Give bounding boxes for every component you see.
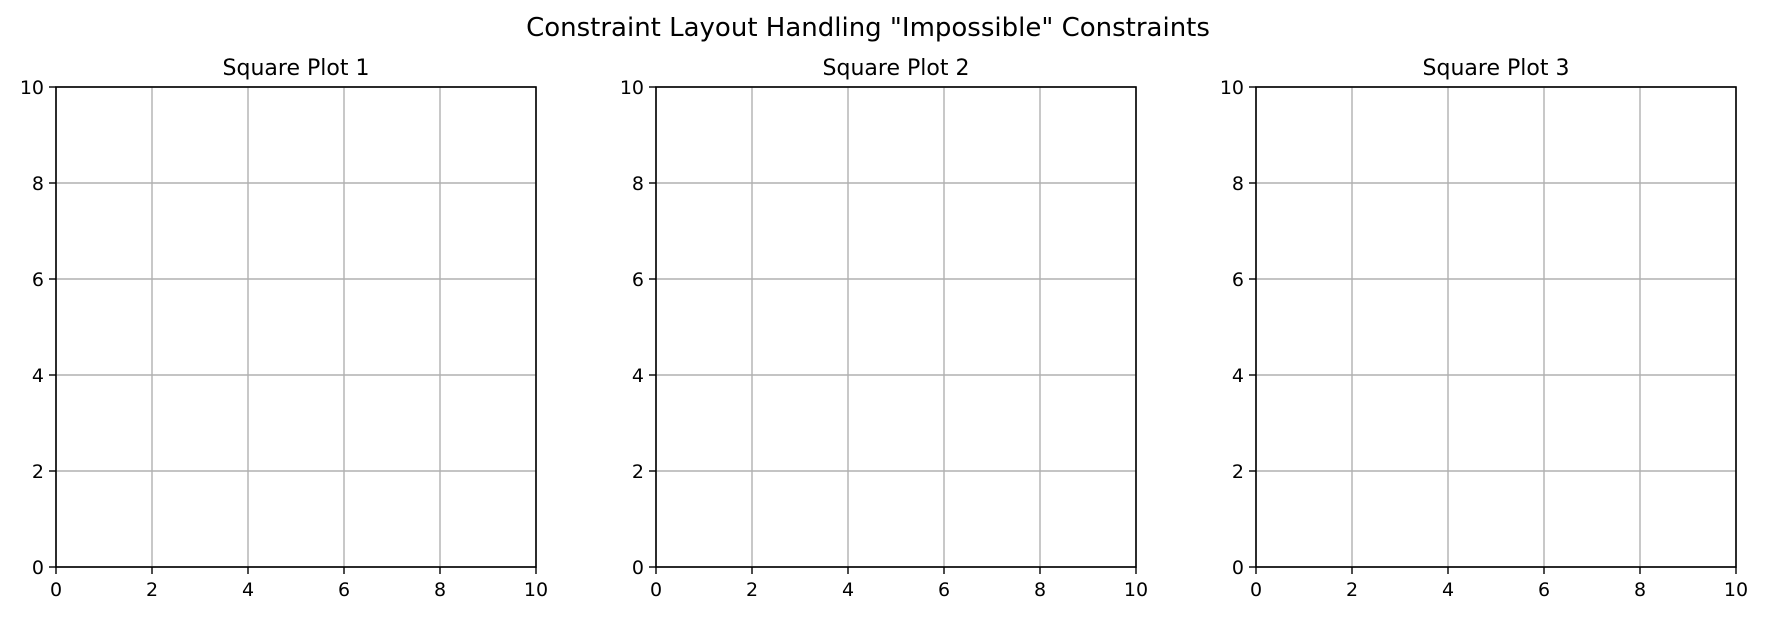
plot-area (656, 87, 1136, 567)
subplot-2: 0 2 4 6 8 10 0 2 4 6 8 10 Square Plot 2 (620, 56, 1148, 601)
x-tick-label: 8 (1034, 579, 1046, 601)
x-tick-label: 6 (1538, 579, 1550, 601)
x-tick-label: 4 (842, 579, 854, 601)
y-tick-label: 2 (1232, 461, 1244, 483)
subplot-title: Square Plot 2 (823, 56, 970, 81)
y-tick-label: 6 (632, 269, 644, 291)
y-tick-label: 4 (32, 365, 44, 387)
x-tick-label: 4 (242, 579, 254, 601)
y-tick-label: 2 (32, 461, 44, 483)
y-tick-label: 8 (32, 173, 44, 195)
figure-suptitle: Constraint Layout Handling "Impossible" … (526, 13, 1210, 43)
y-tick-label: 6 (1232, 269, 1244, 291)
y-tick-label: 6 (32, 269, 44, 291)
y-tick-label: 0 (32, 557, 44, 579)
axes-frame (55, 86, 537, 568)
subplot-3: 0 2 4 6 8 10 0 2 4 6 8 10 Square Plot 3 (1220, 56, 1748, 601)
x-tick-label: 6 (338, 579, 350, 601)
y-tick-label: 2 (632, 461, 644, 483)
x-tick-label: 2 (1346, 579, 1358, 601)
axes-container: 0 2 4 6 8 10 0 2 4 6 8 10 Square Plot 1 0 2 4 6 8 10 0 2 4 6 8 1… (20, 56, 1748, 601)
y-tick-label: 0 (632, 557, 644, 579)
y-tick-label: 10 (20, 77, 44, 99)
x-tick-label: 0 (50, 579, 62, 601)
plot-area (56, 87, 536, 567)
x-tick-label: 10 (1124, 579, 1148, 601)
plot-area (1256, 87, 1736, 567)
y-tick-label: 8 (632, 173, 644, 195)
x-tick-label: 2 (746, 579, 758, 601)
y-tick-label: 10 (1220, 77, 1244, 99)
y-tick-label: 0 (1232, 557, 1244, 579)
subplot-title: Square Plot 1 (223, 56, 370, 81)
subplot-1: 0 2 4 6 8 10 0 2 4 6 8 10 Square Plot 1 (20, 56, 548, 601)
y-tick-label: 8 (1232, 173, 1244, 195)
x-tick-label: 0 (1250, 579, 1262, 601)
x-tick-label: 4 (1442, 579, 1454, 601)
x-tick-label: 8 (1634, 579, 1646, 601)
subplot-title: Square Plot 3 (1423, 56, 1570, 81)
y-tick-label: 10 (620, 77, 644, 99)
x-tick-label: 10 (1724, 579, 1748, 601)
y-tick-label: 4 (632, 365, 644, 387)
axes-frame (655, 86, 1137, 568)
x-tick-label: 10 (524, 579, 548, 601)
x-tick-label: 8 (434, 579, 446, 601)
y-tick-label: 4 (1232, 365, 1244, 387)
x-tick-label: 0 (650, 579, 662, 601)
axes-frame (1255, 86, 1737, 568)
x-tick-label: 6 (938, 579, 950, 601)
x-tick-label: 2 (146, 579, 158, 601)
